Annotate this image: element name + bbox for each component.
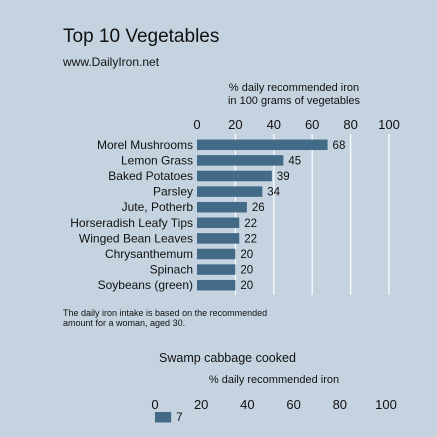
main-tick-labels: 0 20 40 60 80 100 (193, 117, 399, 132)
main-value-label: 20 (240, 249, 253, 261)
footnote-line2: amount for a woman, aged 30. (63, 318, 185, 328)
main-category-label: Morel Mushrooms (97, 138, 193, 152)
footnote-line1: The daily iron intake is based on the re… (63, 308, 267, 318)
main-category-label: Spinach (150, 263, 193, 277)
main-category-label: Jute, Potherb (122, 200, 194, 214)
main-value-label: 20 (240, 280, 253, 292)
main-bar (197, 155, 284, 166)
secondary-value-labels: 7 (176, 412, 182, 424)
secondary-tick-label: 80 (333, 397, 347, 412)
main-category-label: Soybeans (green) (98, 278, 193, 292)
main-bar (197, 186, 263, 197)
main-value-label: 68 (333, 140, 346, 152)
main-bar (197, 217, 240, 229)
main-value-label: 39 (277, 171, 290, 183)
secondary-bars (155, 412, 172, 423)
main-category-label: Chrysanthemum (105, 247, 193, 261)
main-category-label: Lemon Grass (121, 153, 193, 167)
main-tick-label: 20 (228, 117, 242, 132)
secondary-tick-labels: 0 20 40 60 80 100 (151, 397, 396, 412)
secondary-tick-label: 40 (240, 397, 254, 412)
main-category-label: Horseradish Leafy Tips (70, 216, 193, 230)
secondary-chart-title: Swamp cabbage cooked (159, 351, 296, 365)
main-bar (197, 201, 247, 213)
secondary-tick-label: 60 (286, 397, 300, 412)
secondary-chart: Swamp cabbage cooked % daily recommended… (151, 351, 396, 424)
main-category-label: Baked Potatoes (108, 169, 193, 183)
secondary-tick-label: 0 (151, 397, 158, 412)
source-url: www.DailyIron.net (62, 55, 160, 69)
chart-title: Top 10 Vegetables (63, 26, 219, 47)
main-value-label: 26 (252, 202, 265, 214)
main-bar (197, 279, 236, 291)
main-value-label: 22 (244, 233, 257, 245)
main-axis-caption-line1: % daily recommended iron (229, 82, 359, 94)
main-category-label: Winged Bean Leaves (79, 231, 193, 245)
main-category-label: Parsley (153, 185, 193, 199)
main-bar (197, 233, 240, 244)
main-tick-label: 100 (378, 117, 400, 132)
main-bar (197, 248, 236, 260)
main-axis-caption-line2: in 100 grams of vegetables (228, 95, 361, 107)
main-bar (197, 139, 328, 151)
main-value-label: 22 (244, 218, 257, 230)
main-tick-label: 40 (267, 117, 281, 132)
secondary-value-label: 7 (176, 412, 182, 424)
main-bars (197, 139, 328, 291)
main-value-label: 45 (288, 155, 301, 167)
secondary-bar (155, 412, 172, 423)
secondary-tick-label: 20 (194, 397, 208, 412)
main-tick-label: 80 (343, 117, 357, 132)
main-value-label: 20 (240, 265, 253, 277)
main-tick-label: 60 (305, 117, 319, 132)
main-bar (197, 170, 272, 182)
secondary-axis-caption: % daily recommended iron (209, 374, 339, 386)
secondary-tick-label: 100 (375, 397, 397, 412)
main-bar (197, 264, 236, 275)
main-value-label: 34 (267, 187, 280, 199)
main-chart: % daily recommended iron in 100 grams of… (70, 82, 400, 295)
main-tick-label: 0 (193, 117, 200, 132)
